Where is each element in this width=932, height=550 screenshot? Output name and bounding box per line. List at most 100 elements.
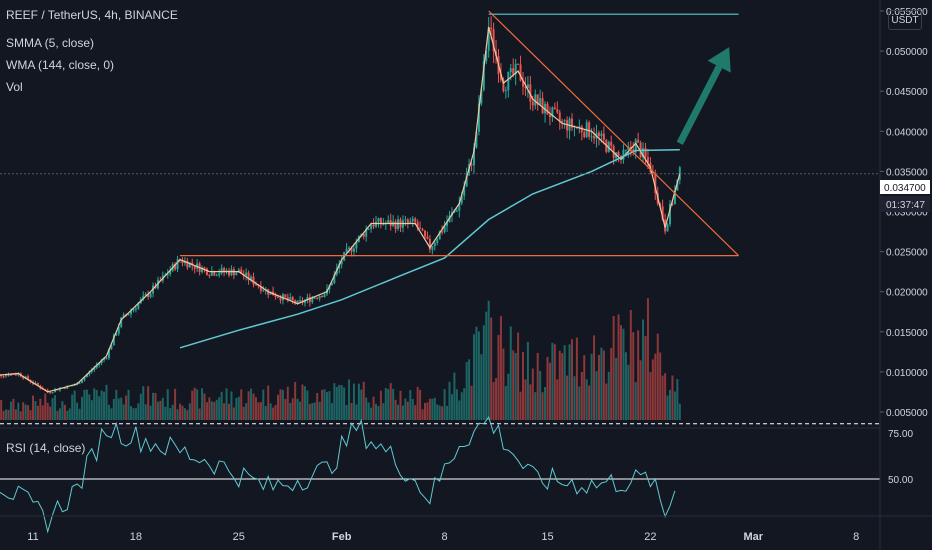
volume-bar	[257, 402, 260, 420]
volume-bar	[473, 334, 475, 420]
candle-body	[517, 63, 520, 65]
volume-bar	[352, 383, 355, 420]
volume-bar	[600, 347, 603, 420]
currency-button[interactable]: USDT	[888, 10, 922, 30]
candle-body	[201, 267, 204, 273]
candle-body	[318, 295, 321, 299]
candle-body	[348, 247, 351, 249]
candle-body	[642, 148, 645, 158]
candle-body	[9, 373, 12, 376]
volume-bar	[487, 300, 490, 420]
candle-body	[509, 68, 512, 72]
symbol-title[interactable]: REEF / TetherUS, 4h, BINANCE	[6, 8, 178, 22]
candle-body	[147, 294, 150, 297]
volume-legend[interactable]: Vol	[6, 80, 23, 94]
candle-body	[578, 126, 581, 128]
candle-body	[499, 74, 502, 80]
candle-body	[176, 259, 179, 270]
candle-body	[294, 300, 297, 304]
volume-bar	[639, 360, 642, 420]
volume-bar	[340, 385, 343, 420]
volume-bar	[634, 382, 637, 420]
volume-bar	[169, 408, 172, 420]
candle-body	[252, 276, 255, 285]
volume-bar	[181, 405, 184, 420]
volume-bar	[103, 391, 106, 420]
candle-body	[137, 303, 140, 309]
rsi-pane[interactable]	[0, 416, 880, 534]
candle-body	[473, 147, 475, 166]
volume-bar	[397, 404, 400, 420]
volume-bar	[225, 388, 228, 420]
candle-body	[514, 63, 517, 75]
volume-bar	[78, 408, 81, 420]
candle-body	[149, 293, 152, 297]
volume-bar	[615, 357, 618, 420]
wma-legend[interactable]: WMA (144, close, 0)	[6, 58, 115, 72]
price-axis[interactable]: 0.005000 0.010000 0.015000 0.020000 0.025000…	[879, 0, 928, 550]
volume-bar	[14, 409, 17, 420]
volume-bar	[245, 403, 248, 420]
candle-body	[644, 148, 647, 158]
candle-body	[546, 103, 549, 115]
volume-bar	[291, 398, 294, 420]
price-tick-label: 0.020000	[886, 288, 928, 299]
volume-bar	[578, 386, 581, 420]
candle-body	[286, 297, 289, 300]
volume-bar	[117, 398, 120, 420]
candle-body	[316, 297, 319, 299]
volume-bar	[61, 401, 64, 420]
rsi-legend[interactable]: RSI (14, close)	[6, 441, 86, 455]
candle-body	[561, 121, 564, 123]
price-tick-label: 0.010000	[886, 368, 928, 379]
volume-bar	[299, 401, 302, 420]
volume-bar	[355, 404, 358, 420]
candle-body	[441, 231, 444, 233]
candle-body	[676, 179, 679, 191]
volume-bar	[272, 407, 275, 420]
volume-bar	[156, 401, 159, 420]
price-tick-label: 0.005000	[886, 408, 928, 419]
countdown-badge	[880, 196, 930, 212]
volume-bar	[137, 403, 140, 420]
volume-bar	[588, 385, 591, 420]
smma-legend[interactable]: SMMA (5, close)	[6, 36, 95, 50]
volume-bar	[522, 352, 524, 420]
candle-body	[2, 376, 5, 378]
candle-body	[54, 389, 57, 393]
volume-bar	[115, 389, 118, 420]
candle-body	[5, 374, 8, 377]
volume-bar	[198, 408, 201, 420]
volume-bar	[389, 383, 392, 420]
volume-bar	[575, 337, 578, 420]
volume-bar	[44, 393, 47, 420]
candle-body	[571, 118, 573, 128]
volume-bar	[7, 409, 10, 420]
candle-body	[502, 79, 505, 92]
candle-body	[27, 376, 30, 380]
volume-bar	[642, 319, 645, 420]
volume-bar	[556, 379, 559, 420]
volume-bar	[330, 403, 333, 420]
candle-body	[600, 133, 603, 136]
price-pane[interactable]	[0, 10, 880, 420]
volume-bar	[90, 400, 93, 420]
candle-body	[678, 167, 681, 180]
time-axis[interactable]: 11 18 25 Feb 8 15 22 Mar 8	[0, 515, 932, 543]
volume-bar	[107, 404, 110, 420]
volume-bar	[558, 350, 561, 420]
candle-body	[673, 190, 676, 204]
volume-bar	[196, 389, 199, 420]
candle-body	[558, 112, 561, 122]
volume-bar	[419, 389, 422, 420]
volume-bar	[149, 405, 152, 420]
time-tick-label: 11	[27, 531, 38, 543]
volume-bar	[590, 353, 593, 420]
candle-body	[365, 228, 368, 237]
volume-bar	[595, 371, 598, 420]
volume-bar	[612, 315, 615, 420]
volume-bar	[446, 405, 449, 420]
candle-body	[100, 359, 103, 364]
candle-body	[362, 233, 365, 237]
